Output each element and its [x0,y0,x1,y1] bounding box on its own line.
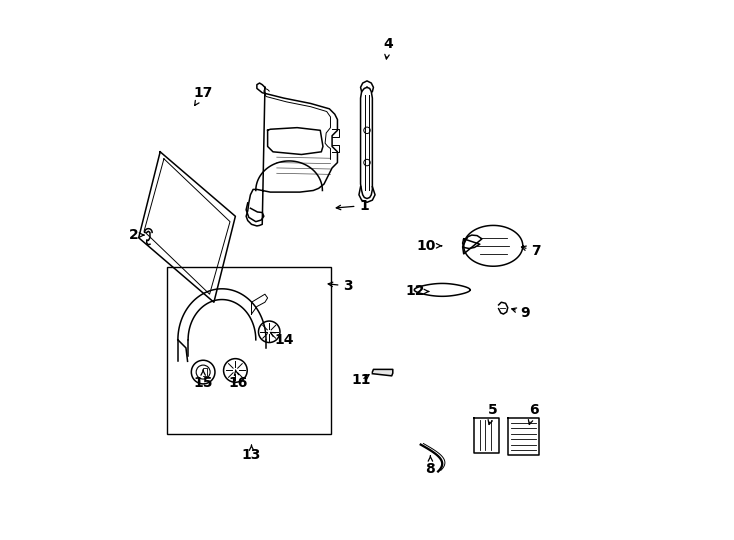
Text: 2: 2 [128,228,144,242]
Text: 4: 4 [384,37,393,59]
Text: 12: 12 [406,285,429,299]
Text: 3: 3 [328,279,353,293]
Text: 7: 7 [521,244,541,258]
Text: 15: 15 [193,370,213,390]
Text: 1: 1 [336,199,369,213]
Text: 10: 10 [416,239,441,253]
Text: 5: 5 [488,403,498,424]
Text: 11: 11 [352,373,371,387]
Text: 6: 6 [528,403,538,424]
Text: 16: 16 [228,370,248,390]
Text: 8: 8 [426,456,435,476]
Text: 13: 13 [241,446,261,462]
Text: 17: 17 [194,86,213,105]
Polygon shape [372,369,393,376]
Text: 14: 14 [270,333,294,347]
Text: 9: 9 [512,306,530,320]
